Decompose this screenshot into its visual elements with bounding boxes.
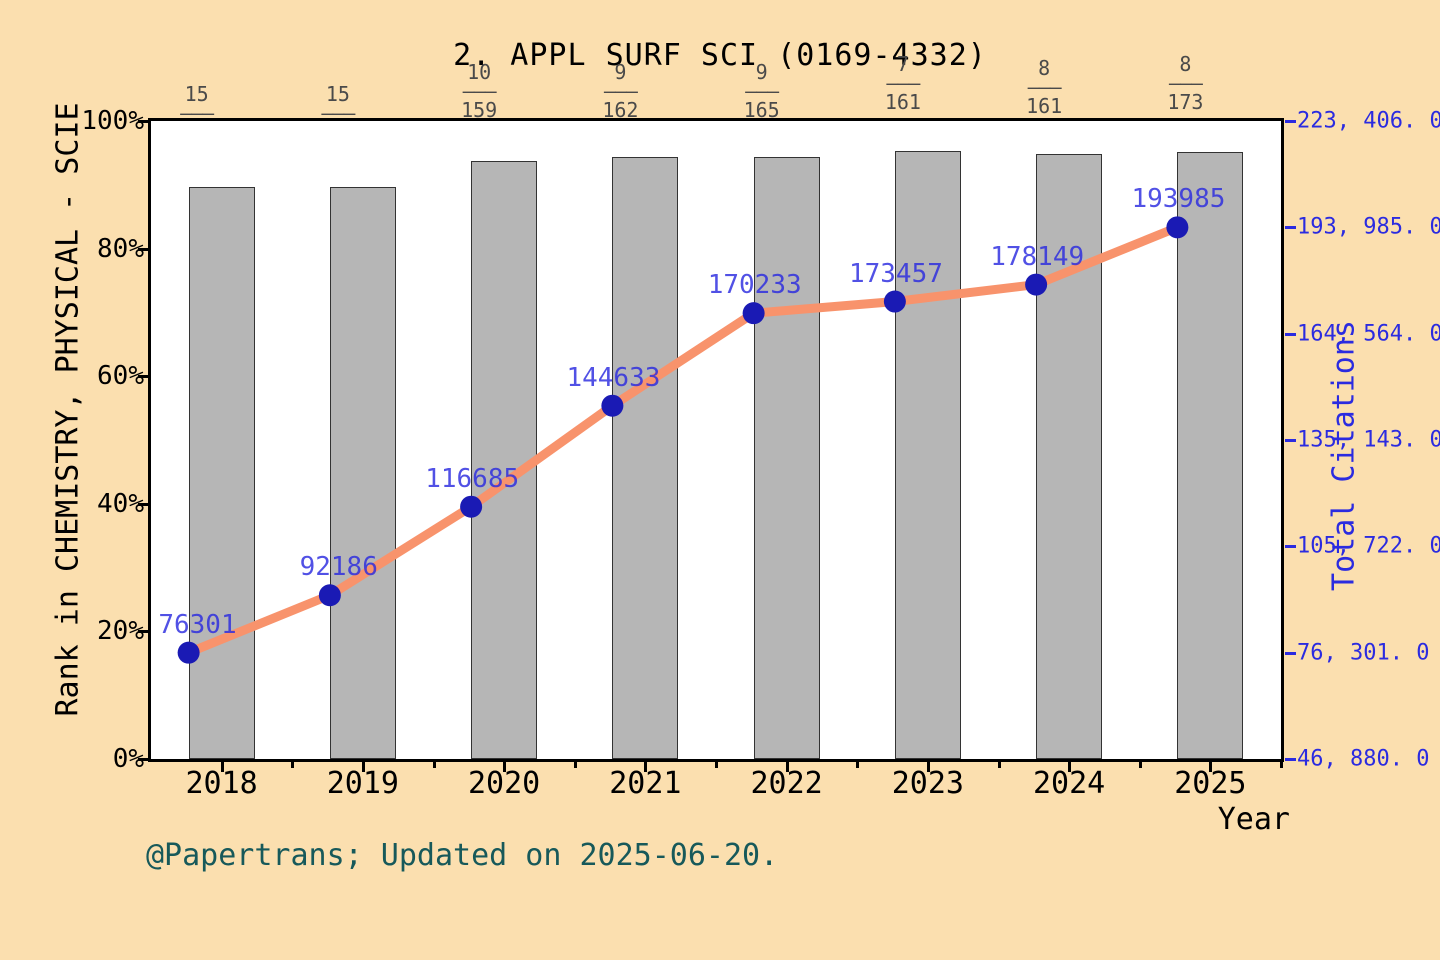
rank-denominator: 162 xyxy=(602,98,639,122)
rank-divider: ——— xyxy=(886,71,920,95)
citation-label-2020: 116685 xyxy=(425,463,520,494)
y-right-tick-46880: 46, 880. 0 xyxy=(1297,746,1430,772)
y-left-tick-mark xyxy=(138,375,149,379)
x-tick-mark-minor xyxy=(573,762,577,768)
bar-2021 xyxy=(612,157,679,759)
y-right-tick-76301: 76, 301. 0 xyxy=(1297,640,1430,666)
rank-fraction-2023: 7 ——— 161 xyxy=(838,54,968,112)
y-right-tick-164564: 164, 564. 0 xyxy=(1297,321,1440,347)
y-right-tick-135143: 135, 143. 0 xyxy=(1297,427,1440,453)
x-tick-mark xyxy=(644,762,648,772)
y-left-tick-mark xyxy=(138,630,149,634)
rank-denominator: 161 xyxy=(884,90,921,114)
rank-fraction-2020: 10 ——— 159 xyxy=(414,62,544,120)
rank-denominator: 161 xyxy=(1026,94,1063,118)
citation-label-2024: 178149 xyxy=(990,241,1085,272)
x-tick-mark-minor xyxy=(856,762,860,768)
x-tick-mark-minor xyxy=(1138,762,1142,768)
rank-divider: ——— xyxy=(462,79,497,103)
citation-label-2019: 92186 xyxy=(299,552,378,583)
y-right-tick-mark xyxy=(1285,120,1296,123)
x-tick-mark xyxy=(220,762,224,772)
rank-fraction-2022: 9 ——— 165 xyxy=(697,62,827,120)
citation-label-2025: 193985 xyxy=(1131,184,1226,215)
y-left-tick-mark xyxy=(138,247,149,251)
plot-inner xyxy=(151,121,1281,759)
y-left-tick-40%: 40% xyxy=(97,488,144,519)
citation-label-2023: 173457 xyxy=(848,258,943,289)
x-tick-mark-minor xyxy=(715,762,718,768)
y-left-tick-mark xyxy=(138,502,149,506)
y-right-tick-223406: 223, 406. 0 xyxy=(1297,108,1440,134)
y-left-tick-80%: 80% xyxy=(97,233,144,264)
plot-area xyxy=(148,118,1284,762)
x-tick-mark-minor xyxy=(997,762,1001,768)
footer-note: @Papertrans; Updated on 2025-06-20. xyxy=(146,838,779,873)
x-tick-mark-minor xyxy=(432,762,436,768)
y-left-tick-100%: 100% xyxy=(81,106,144,136)
rank-numerator: 9 xyxy=(755,60,768,84)
y-left-tick-0%: 0% xyxy=(112,744,144,774)
citation-label-2021: 144633 xyxy=(566,362,661,393)
rank-divider: ——— xyxy=(1168,71,1203,95)
rank-fraction-2024: 8 ——— 161 xyxy=(979,58,1109,116)
rank-denominator: 173 xyxy=(1167,90,1204,114)
rank-fraction-2021: 9 ——— 162 xyxy=(555,62,685,120)
bar-2025 xyxy=(1177,151,1244,759)
y-left-tick-mark xyxy=(138,120,149,123)
x-tick-mark xyxy=(361,762,365,772)
x-tick-mark-minor xyxy=(291,762,295,768)
bar-2020 xyxy=(471,160,538,759)
x-tick-mark xyxy=(926,762,930,772)
citation-label-2022: 170233 xyxy=(707,270,802,301)
x-axis-label: Year xyxy=(1217,802,1290,837)
chart-title: 2. APPL SURF SCI (0169-4332) xyxy=(453,38,987,73)
rank-denominator: 165 xyxy=(743,98,780,122)
rank-numerator: 8 xyxy=(1038,56,1051,80)
rank-fraction-2025: 8 ——— 173 xyxy=(1120,54,1250,112)
rank-numerator: 7 xyxy=(896,52,909,76)
rank-numerator: 15 xyxy=(184,82,209,106)
y-left-tick-mark xyxy=(138,758,149,761)
y-right-tick-193985: 193, 985. 0 xyxy=(1297,214,1440,240)
y-right-tick-mark xyxy=(1285,651,1296,655)
rank-divider: ——— xyxy=(603,79,638,103)
y-left-tick-60%: 60% xyxy=(97,361,144,392)
x-tick-mark xyxy=(785,762,789,772)
rank-divider: ——— xyxy=(1027,75,1062,99)
x-tick-mark xyxy=(1209,762,1213,772)
bar-2018 xyxy=(188,186,255,759)
rank-divider: ——— xyxy=(745,79,779,103)
x-tick-mark xyxy=(1068,762,1072,772)
bar-2023 xyxy=(894,151,961,759)
y-right-tick-mark xyxy=(1285,439,1296,442)
y-right-tick-mark xyxy=(1285,332,1296,336)
citation-line-series xyxy=(177,216,1189,664)
rank-denominator: 159 xyxy=(461,98,498,122)
x-tick-mark-minor xyxy=(1280,762,1283,768)
bar-2022 xyxy=(753,156,820,759)
rank-numerator: 9 xyxy=(614,60,627,84)
y-right-tick-105722: 105, 722. 0 xyxy=(1297,533,1440,559)
y-right-tick-mark xyxy=(1285,545,1296,549)
y-right-tick-mark xyxy=(1285,226,1296,230)
y-right-tick-mark xyxy=(1285,758,1296,761)
bar-2019 xyxy=(329,186,396,759)
x-tick-mark xyxy=(503,762,507,772)
rank-numerator: 10 xyxy=(467,60,492,84)
y-left-tick-20%: 20% xyxy=(97,616,144,647)
citation-label-2018: 76301 xyxy=(158,609,237,640)
rank-numerator: 15 xyxy=(325,82,350,106)
y-axis-right-label: Total Citations xyxy=(1326,320,1362,591)
rank-numerator: 8 xyxy=(1179,52,1192,76)
